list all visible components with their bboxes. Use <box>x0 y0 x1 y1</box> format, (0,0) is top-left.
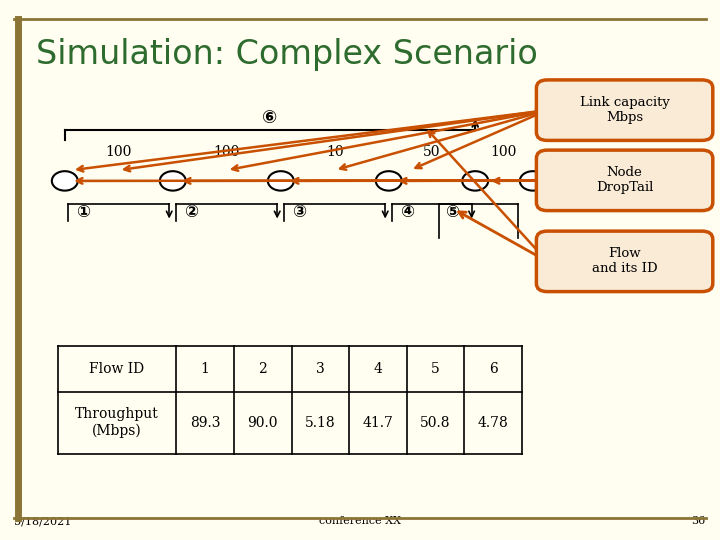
Circle shape <box>462 171 488 191</box>
Text: 5: 5 <box>431 362 440 375</box>
Text: 89.3: 89.3 <box>190 416 220 429</box>
Circle shape <box>376 171 402 191</box>
Circle shape <box>520 171 546 191</box>
Text: ③: ③ <box>292 204 306 221</box>
Text: Node
DropTail: Node DropTail <box>596 166 653 194</box>
Text: 5/18/2021: 5/18/2021 <box>14 516 72 526</box>
Text: 36: 36 <box>691 516 706 526</box>
FancyBboxPatch shape <box>536 80 713 140</box>
Text: Throughput
(Mbps): Throughput (Mbps) <box>75 407 159 438</box>
Text: ④: ④ <box>400 204 414 221</box>
FancyBboxPatch shape <box>536 231 713 292</box>
Text: 100: 100 <box>106 145 132 159</box>
Circle shape <box>268 171 294 191</box>
Text: ⑤: ⑤ <box>445 202 459 221</box>
Text: Link capacity
Mbps: Link capacity Mbps <box>580 96 670 124</box>
Text: 3: 3 <box>316 362 325 375</box>
Circle shape <box>160 171 186 191</box>
Text: 41.7: 41.7 <box>363 416 393 429</box>
Circle shape <box>52 171 78 191</box>
Text: ②: ② <box>184 204 198 221</box>
Text: 100: 100 <box>214 145 240 159</box>
Text: 6: 6 <box>489 362 498 375</box>
Text: 5.18: 5.18 <box>305 416 336 429</box>
FancyBboxPatch shape <box>536 150 713 211</box>
Text: Flow
and its ID: Flow and its ID <box>592 247 657 275</box>
Text: 2: 2 <box>258 362 267 375</box>
Text: 50: 50 <box>423 145 441 159</box>
Text: 1: 1 <box>201 362 210 375</box>
Text: conference XX: conference XX <box>319 516 401 526</box>
Text: ①: ① <box>76 204 90 221</box>
Text: 100: 100 <box>491 145 517 159</box>
Text: ⑥: ⑥ <box>262 109 278 127</box>
Text: Simulation: Complex Scenario: Simulation: Complex Scenario <box>36 38 538 71</box>
Text: 90.0: 90.0 <box>248 416 278 429</box>
Text: Flow ID: Flow ID <box>89 362 145 375</box>
Text: 4.78: 4.78 <box>478 416 508 429</box>
Text: 4: 4 <box>374 362 382 375</box>
Text: 10: 10 <box>326 145 343 159</box>
Text: 50.8: 50.8 <box>420 416 451 429</box>
